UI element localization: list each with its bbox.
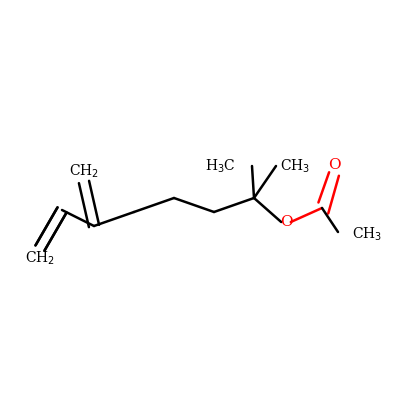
Text: O: O — [328, 158, 340, 172]
Text: CH$_3$: CH$_3$ — [352, 225, 382, 243]
Text: O: O — [280, 215, 292, 229]
Text: CH$_2$: CH$_2$ — [69, 162, 99, 180]
Text: CH$_3$: CH$_3$ — [280, 157, 310, 175]
Text: CH$_2$: CH$_2$ — [25, 250, 55, 267]
Text: H$_3$C: H$_3$C — [205, 157, 236, 175]
